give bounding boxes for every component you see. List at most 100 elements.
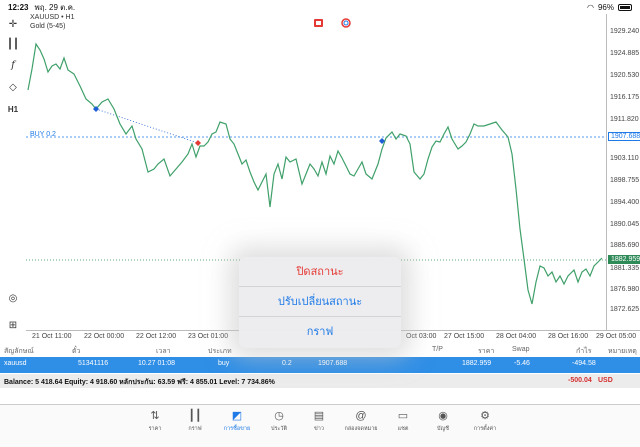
status-date: พฤ. 29 ต.ค.: [34, 2, 76, 12]
one-click-trading-icon-inner: [316, 21, 321, 25]
nav-settings[interactable]: ⚙ การตั้งค่า: [465, 409, 505, 433]
price-chart[interactable]: XAUUSD • H1 Gold (5-45) BUY 0.2: [26, 14, 606, 330]
bottom-navigation: ⇅ ราคา ┃┃ กราฟ ◩ การซื้อขาย ◷ ประวัติ ▤ …: [0, 404, 640, 447]
nav-accounts[interactable]: ◉ บัญชี: [423, 409, 463, 433]
y-tick: 1872.625: [610, 306, 640, 313]
news-icon: ▤: [313, 410, 325, 422]
nav-charts[interactable]: ┃┃ กราฟ: [175, 409, 215, 433]
nav-label: การตั้งค่า: [473, 426, 497, 432]
balance-currency: USD: [598, 377, 613, 384]
y-tick: 1924.885: [610, 50, 640, 57]
open-price-tag: 1907.688: [608, 132, 640, 141]
buy-marker-icon: [379, 138, 385, 144]
nav-label: การซื้อขาย: [223, 426, 251, 432]
nav-label: กราฟ: [188, 426, 202, 432]
buy-marker-icon: [93, 106, 99, 112]
sell-marker-icon: [195, 140, 201, 146]
nav-label: แชต: [397, 426, 409, 432]
close-position-button[interactable]: ปิดสถานะ: [239, 257, 401, 287]
settings-icon: ⚙: [480, 410, 490, 422]
x-tick: 21 Oct 11:00: [32, 333, 72, 340]
col-price: ราคา: [478, 348, 495, 355]
objects-icon[interactable]: ◇: [9, 82, 17, 93]
chat-icon: ▭: [397, 410, 409, 422]
y-tick: 1929.240: [610, 28, 640, 35]
trade-link-line: [95, 108, 199, 144]
y-tick: 1903.110: [610, 155, 639, 162]
nav-trade[interactable]: ◩ การซื้อขาย: [217, 409, 257, 433]
x-tick: 29 Oct 05:00: [596, 333, 637, 340]
col-symbol: สัญลักษณ์: [4, 348, 34, 355]
crosshair-icon[interactable]: ✛: [8, 19, 18, 30]
bar-chart-icon: ┃┃: [188, 410, 202, 422]
col-tp: T/P: [432, 346, 443, 353]
position-label: BUY 0.2: [30, 131, 56, 138]
wifi-icon: ◠: [587, 2, 594, 12]
chart-type-icon[interactable]: ┃┃: [6, 39, 20, 50]
modify-position-button[interactable]: ปรับเปลี่ยนสถานะ: [239, 287, 401, 317]
chart-indicator: Gold (5-45): [30, 23, 66, 30]
col-type: ประเภท: [208, 348, 232, 355]
current-price-tag: 1882.959: [608, 255, 640, 264]
trade-overlay-icon[interactable]: ◎: [8, 293, 18, 304]
signal-icon-inner: [343, 20, 349, 26]
nav-news[interactable]: ▤ ข่าว: [299, 409, 339, 433]
nav-label: กล่องจดหมาย: [344, 426, 378, 432]
status-bar: 12:23 พฤ. 29 ต.ค. ◠ 96%: [0, 0, 640, 14]
row-type: buy: [218, 360, 230, 367]
y-tick: 1916.175: [610, 94, 640, 101]
col-time: เวลา: [156, 348, 171, 355]
col-profit: กำไร: [576, 348, 592, 355]
trade-chart-icon: ◩: [231, 410, 243, 422]
position-row[interactable]: xauusd 51341116 10.27 01:08 buy 0.2 1907…: [0, 357, 640, 373]
nav-label: ประวัติ: [270, 426, 288, 432]
y-tick: 1881.335: [610, 265, 640, 272]
row-time: 10.27 01:08: [138, 360, 175, 367]
chart-toolbar: ✛ ┃┃ f ◇ H1 ◎ ⊞: [0, 14, 26, 334]
price-series-line: [27, 42, 603, 305]
row-volume: 0.2: [282, 360, 292, 367]
positions-header: สัญลักษณ์ ตั๋ว เวลา ประเภท T/P ราคา Swap…: [0, 343, 640, 357]
timeframe-button[interactable]: H1: [7, 105, 19, 114]
price-arrows-icon: ⇅: [150, 410, 160, 422]
nav-label: ราคา: [148, 426, 162, 432]
y-tick: 1898.755: [610, 177, 640, 184]
indicators-icon[interactable]: f: [11, 60, 15, 71]
row-swap: -5.46: [514, 360, 530, 367]
row-price: 1882.959: [462, 360, 492, 367]
history-icon: ◷: [274, 410, 284, 422]
y-tick: 1920.530: [610, 72, 640, 79]
nav-mailbox[interactable]: @ กล่องจดหมาย: [341, 409, 381, 433]
y-tick: 1885.690: [610, 242, 640, 249]
y-tick: 1876.980: [610, 286, 640, 293]
price-axis: 1929.240 1924.885 1920.530 1916.175 1911…: [606, 14, 640, 330]
col-ticket: ตั๋ว: [72, 348, 81, 355]
x-tick: Oct 03:00: [406, 333, 437, 340]
new-order-icon[interactable]: ⊞: [8, 320, 18, 331]
nav-history[interactable]: ◷ ประวัติ: [259, 409, 299, 433]
nav-quotes[interactable]: ⇅ ราคา: [135, 409, 175, 433]
nav-label: ข่าว: [314, 426, 324, 432]
x-tick: 23 Oct 01:00: [188, 333, 229, 340]
account-icon: ◉: [438, 410, 448, 422]
x-tick: 27 Oct 15:00: [444, 333, 485, 340]
signal-icon: [341, 18, 351, 28]
x-tick: 22 Oct 12:00: [136, 333, 177, 340]
balance-summary: Balance: 5 418.64 Equity: 4 918.60 หลักป…: [4, 379, 275, 386]
y-tick: 1890.045: [610, 221, 640, 228]
x-tick: 28 Oct 16:00: [548, 333, 589, 340]
nav-chat[interactable]: ▭ แชต: [383, 409, 423, 433]
chart-button[interactable]: กราฟ: [306, 326, 334, 338]
battery-icon: [618, 3, 632, 11]
chart-symbol: XAUUSD • H1: [30, 14, 75, 21]
row-open-price: 1907.688: [318, 360, 348, 367]
x-tick: 22 Oct 00:00: [84, 333, 125, 340]
balance-bar: Balance: 5 418.64 Equity: 4 918.60 หลักป…: [0, 374, 640, 388]
balance-total: -500.04: [568, 377, 592, 384]
col-swap: Swap: [512, 346, 530, 353]
battery-percent: 96%: [597, 2, 614, 12]
row-profit: -494.58: [572, 360, 596, 367]
y-tick: 1894.400: [610, 199, 640, 206]
x-tick: 28 Oct 04:00: [496, 333, 537, 340]
position-action-menu: ปิดสถานะ ปรับเปลี่ยนสถานะ กราฟ: [239, 257, 401, 348]
